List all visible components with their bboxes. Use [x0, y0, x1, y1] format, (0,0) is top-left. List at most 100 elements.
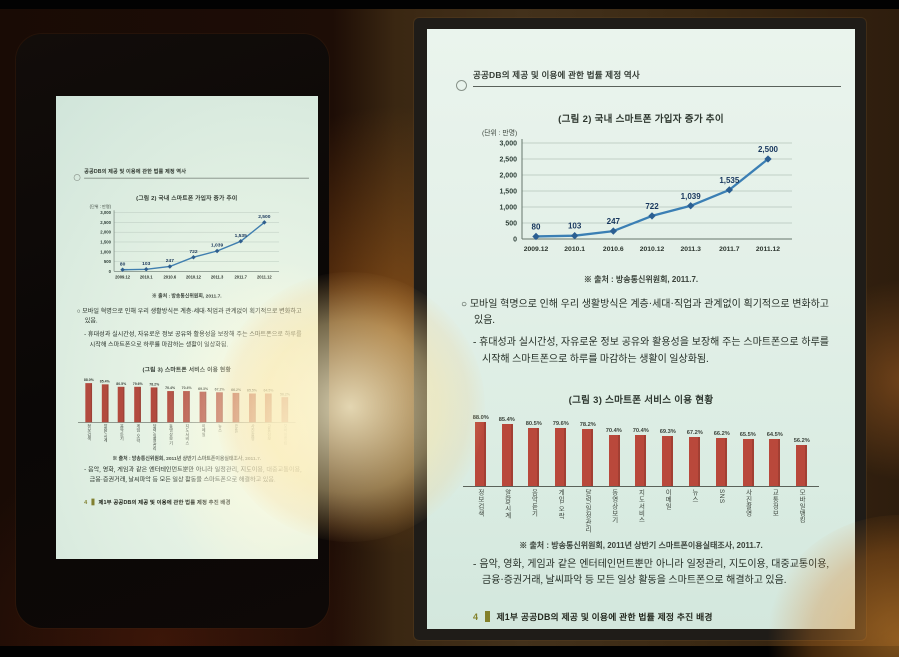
page-number: 4 — [473, 611, 479, 622]
bar — [528, 427, 540, 486]
running-header-title: 공공DB의 제공 및 이용에 관한 법률 제정 역사 — [473, 70, 640, 80]
bar-value-label: 80.5% — [116, 381, 127, 386]
svg-text:(단위 : 만명): (단위 : 만명) — [90, 203, 112, 209]
bar — [199, 391, 207, 423]
bar-category-label: 동영상보기 — [610, 488, 618, 524]
bar — [167, 391, 174, 423]
bar-column: 80.5% — [521, 420, 548, 486]
bar-column: 56.2% — [788, 437, 815, 486]
svg-text:500: 500 — [505, 221, 517, 228]
bar — [117, 386, 125, 423]
svg-text:2011.7: 2011.7 — [719, 246, 740, 253]
bar — [796, 445, 808, 486]
bar-value-label: 78.2% — [579, 421, 596, 429]
svg-text:2011.3: 2011.3 — [211, 275, 224, 280]
bar-column: 85.4% — [97, 380, 113, 423]
bar-category-label: 정보검색 — [86, 423, 91, 441]
svg-text:1,535: 1,535 — [719, 176, 740, 185]
bar — [150, 387, 158, 423]
bar-value-label: 70.4% — [165, 386, 176, 391]
bar — [769, 439, 781, 486]
bar-category-label: 교통정보 — [266, 423, 271, 441]
paragraph-mobile-revolution: ○ 모바일 혁명으로 인해 우리 생활방식은 계층·세대·직업과 관계없이 획기… — [76, 307, 302, 325]
bar — [134, 387, 142, 423]
bar-category-label: 동영상보기 — [168, 423, 173, 445]
svg-text:2010.6: 2010.6 — [603, 246, 624, 253]
svg-text:247: 247 — [166, 258, 174, 264]
bar-category-label: 음악듣기 — [119, 423, 124, 441]
bar-column: 65.5% — [735, 431, 762, 486]
bar-value-label: 88.0% — [472, 414, 489, 422]
paragraph-portability: - 휴대성과 실시간성, 자유로운 정보 공유와 활용성을 보장해 주는 스마트… — [84, 331, 302, 349]
header-ring-icon — [456, 80, 467, 91]
svg-text:1,500: 1,500 — [100, 240, 111, 245]
bar-column: 88.0% — [80, 378, 96, 423]
bar-category-label: 게임·오락 — [557, 488, 565, 519]
bar-value-label: 66.2% — [230, 388, 241, 393]
header-ring-icon — [73, 174, 81, 181]
bar — [183, 391, 191, 423]
paragraph-mobile-revolution: ○ 모바일 혁명으로 인해 우리 생활방식은 계층·세대·직업과 관계없이 획기… — [461, 299, 829, 327]
bar-value-label: 85.4% — [499, 416, 516, 423]
bar-value-label: 70.4% — [606, 427, 623, 434]
paragraph-portability: - 휴대성과 실시간성, 자유로운 정보 공유와 활용성을 보장해 주는 스마트… — [473, 337, 829, 365]
bar-category-label: 사진촬영 — [250, 423, 255, 441]
bar-value-label: 88.0% — [83, 378, 94, 383]
running-header-title: 공공DB의 제공 및 이용에 관한 법률 제정 역사 — [84, 168, 187, 175]
svg-text:(단위 : 만명): (단위 : 만명) — [482, 128, 517, 137]
bar-column: 69.3% — [195, 387, 211, 423]
bar-value-label: 70.4% — [632, 427, 650, 434]
bar — [581, 429, 593, 486]
svg-text:2010.12: 2010.12 — [640, 246, 665, 253]
bar-category-label: 알람/시계 — [102, 423, 108, 443]
bar-value-label: 56.2% — [793, 437, 810, 445]
bar — [85, 383, 92, 423]
bar-value-label: 79.6% — [552, 420, 569, 428]
svg-text:80: 80 — [532, 222, 541, 231]
bar-column: 66.2% — [228, 388, 244, 423]
svg-text:2,500: 2,500 — [758, 145, 779, 154]
page-header: 공공DB의 제공 및 이용에 관한 법률 제정 역사 — [456, 65, 841, 91]
bar-column: 78.2% — [574, 421, 601, 486]
page-footer: 4 제1부 공공DB의 제공 및 이용에 관한 법률 제정 추진 배경 — [473, 610, 713, 623]
photo-top-border — [0, 0, 899, 9]
bar-column: 64.5% — [260, 389, 276, 423]
bar-category-label: 사진촬영 — [744, 488, 752, 517]
bar-category-label: 달력/일정관리 — [583, 488, 591, 533]
bar — [715, 438, 727, 486]
svg-text:2010.6: 2010.6 — [164, 275, 177, 280]
bar-column: 66.2% — [708, 430, 735, 486]
monitor-device: 공공DB의 제공 및 이용에 관한 법률 제정 역사 (그림 2) 국내 스마트… — [414, 18, 866, 640]
page-number: 4 — [84, 498, 88, 506]
bar-value-label: 79.6% — [132, 382, 143, 387]
bar-category-label: 지도서비스 — [637, 488, 645, 524]
svg-text:2,500: 2,500 — [100, 220, 111, 225]
bar-category-label: 음악듣기 — [530, 488, 538, 517]
svg-text:1,000: 1,000 — [499, 205, 517, 212]
bar-value-label: 64.5% — [766, 431, 783, 439]
bar-category-label: 정보검색 — [476, 488, 484, 517]
svg-text:2,000: 2,000 — [100, 230, 111, 235]
bar — [555, 428, 567, 486]
bar-category-label: 알람/시계 — [503, 488, 511, 519]
figure2-caption: (그림 2) 국내 스마트폰 가입자 증가 추이 — [558, 114, 724, 125]
bar-category-label: 뉴스 — [691, 488, 698, 503]
bar-column: 65.5% — [244, 388, 260, 423]
svg-text:2009.12: 2009.12 — [524, 246, 549, 253]
page-footer: 4 제1부 공공DB의 제공 및 이용에 관한 법률 제정 추진 배경 — [84, 498, 230, 506]
bar-value-label: 65.5% — [247, 388, 258, 393]
bar-value-label: 56.2% — [279, 392, 290, 397]
svg-text:2009.12: 2009.12 — [115, 275, 131, 280]
bar-category-label: SNS — [233, 423, 238, 433]
svg-text:1,039: 1,039 — [681, 192, 702, 201]
bar-column: 67.2% — [681, 429, 708, 486]
svg-text:500: 500 — [104, 259, 112, 264]
svg-text:2011.12: 2011.12 — [257, 275, 272, 280]
svg-text:2011.7: 2011.7 — [235, 275, 248, 280]
page-header: 공공DB의 제공 및 이용에 관한 법률 제정 역사 — [73, 165, 309, 181]
bar-value-label: 78.2% — [149, 382, 159, 387]
footer-accent-bar — [485, 611, 490, 622]
figure3-source: ※ 출처 : 방송통신위원회, 2011년 상반기 스마트폰이용실태조사, 20… — [112, 455, 262, 462]
svg-text:3,000: 3,000 — [499, 141, 517, 148]
bar-column: 79.6% — [130, 382, 146, 423]
